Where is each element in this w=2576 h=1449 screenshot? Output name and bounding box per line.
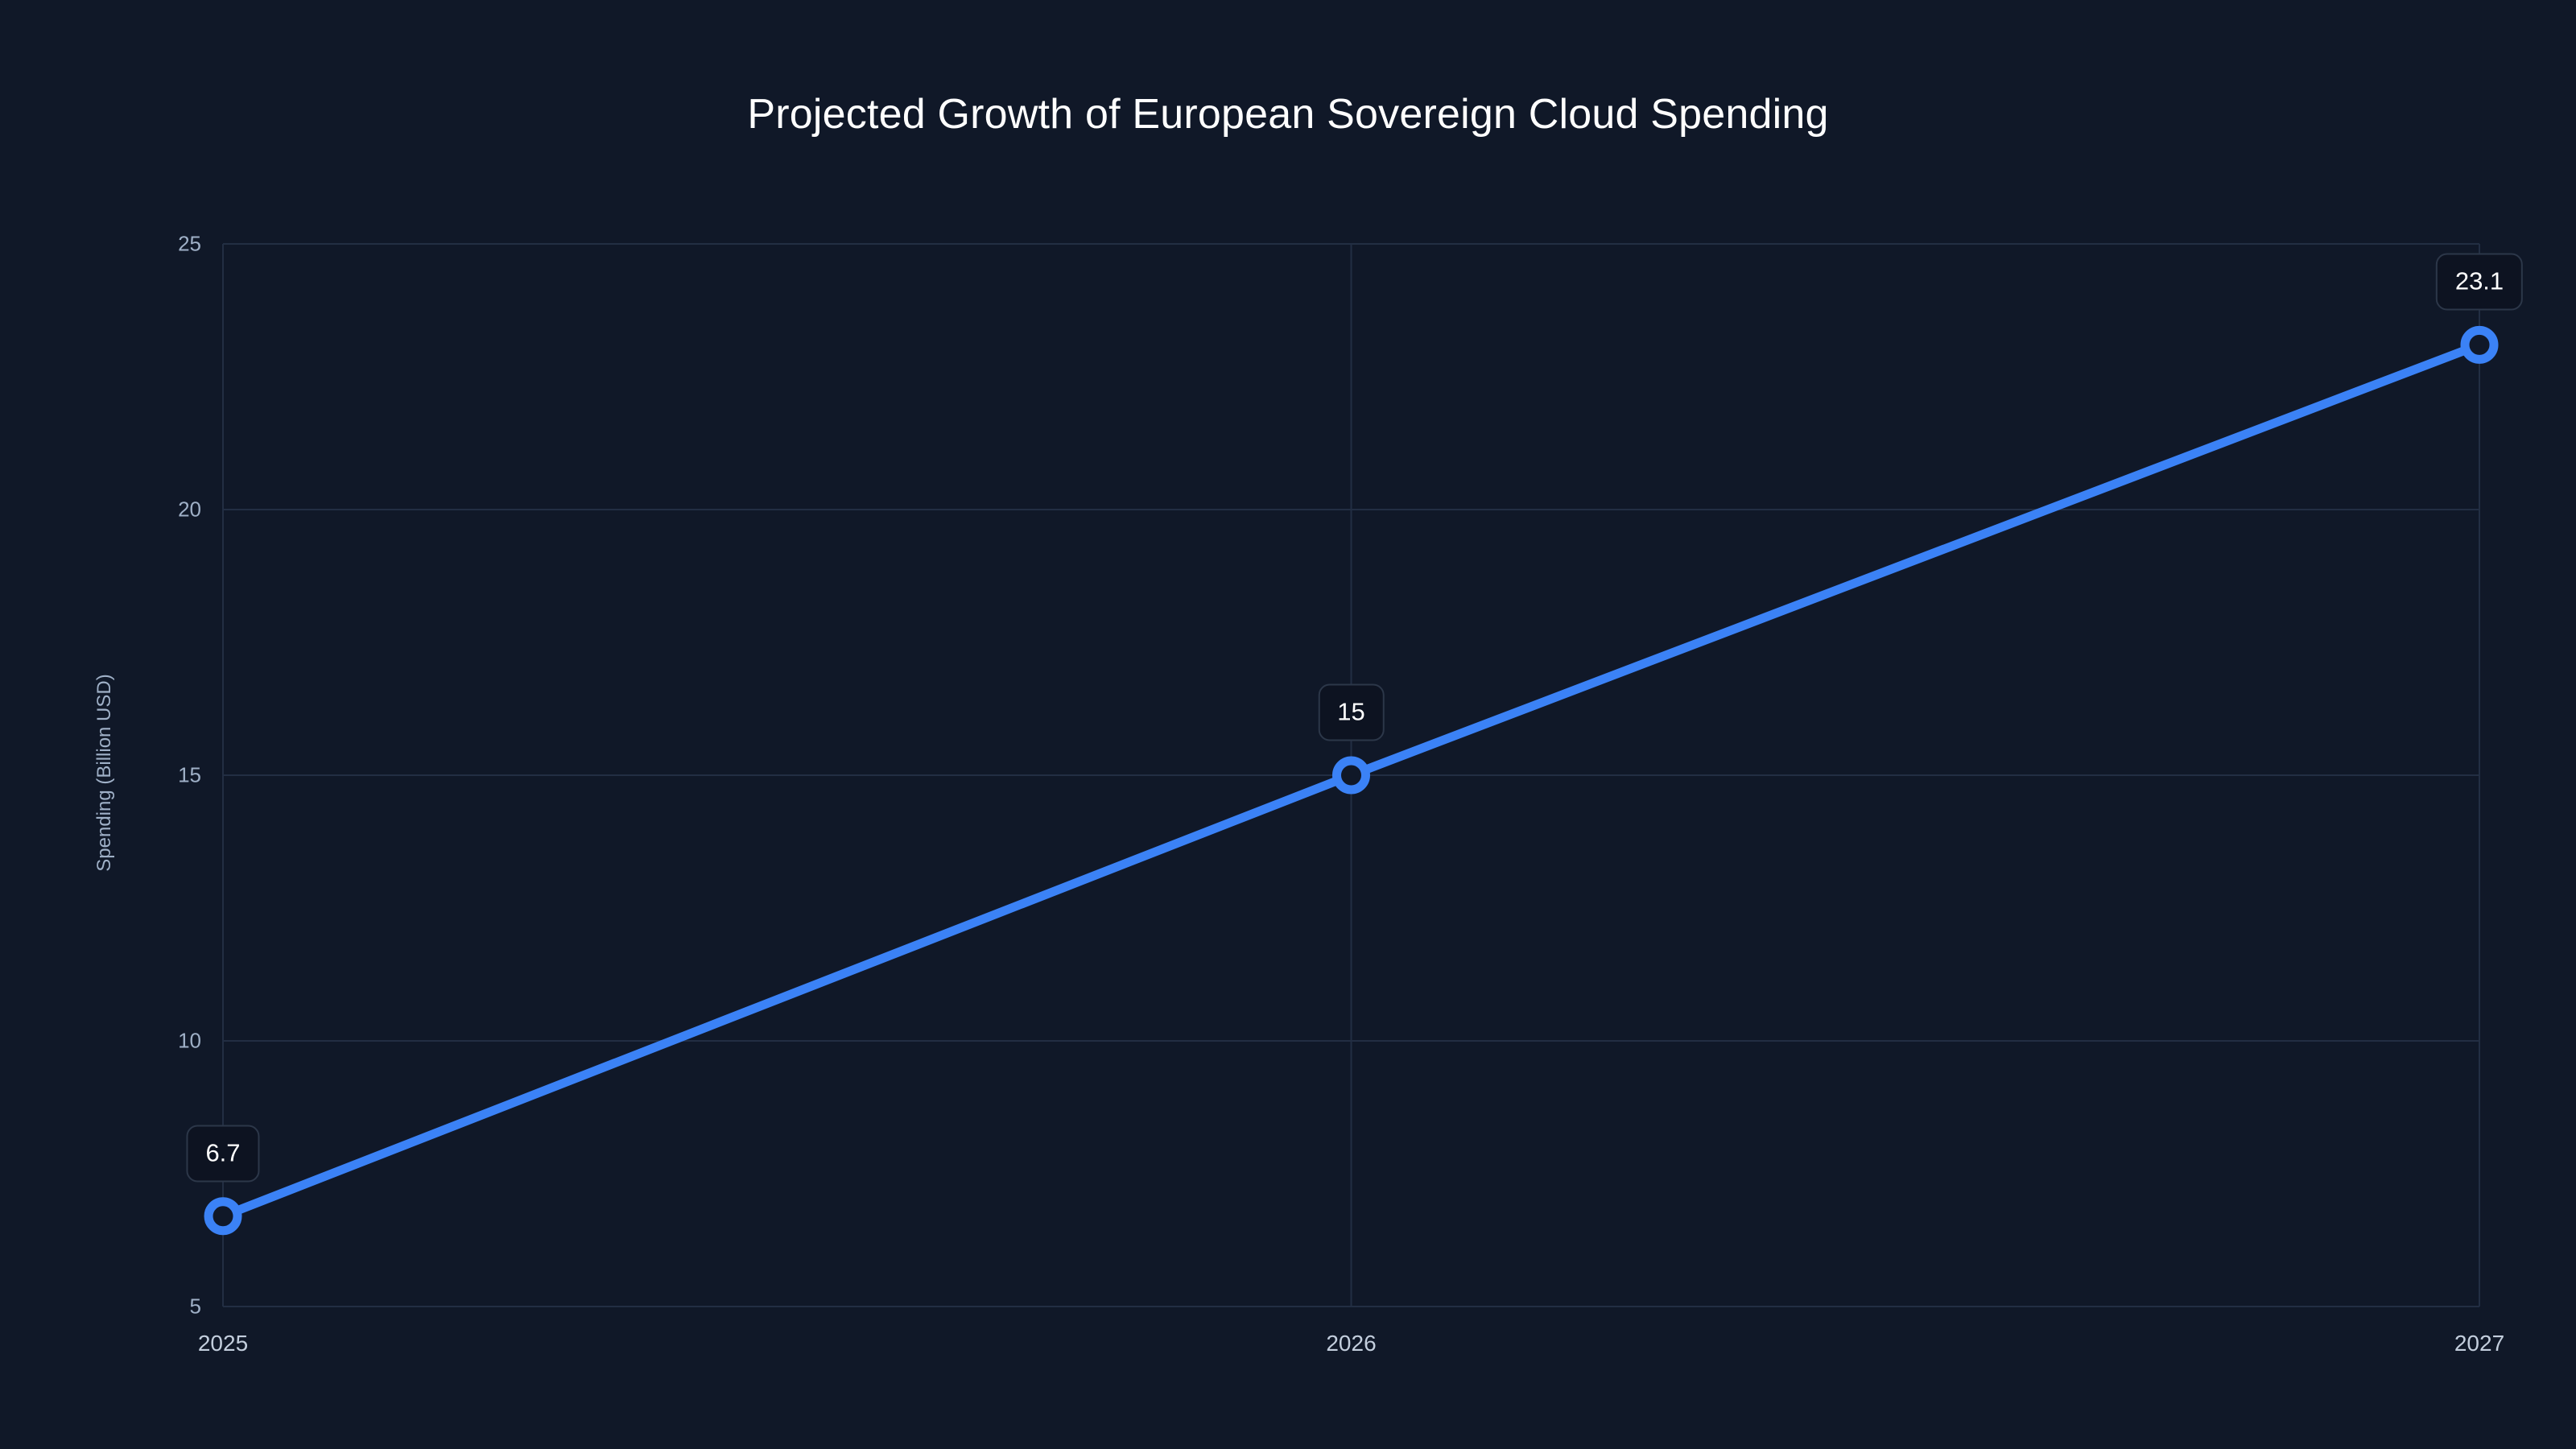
y-axis-tick-label: 25	[178, 231, 201, 256]
data-point-marker[interactable]	[1332, 756, 1370, 795]
x-axis-tick-label: 2025	[197, 1331, 249, 1356]
x-axis-tick-label: 2026	[1326, 1331, 1377, 1356]
data-point-marker[interactable]	[2460, 325, 2499, 364]
y-axis-tick-label: 20	[178, 497, 201, 522]
y-axis-tick-label: 15	[178, 762, 201, 787]
data-point-label-badge: 15	[1318, 683, 1385, 741]
y-axis-tick-label: 5	[189, 1294, 201, 1319]
data-point-label-badge: 23.1	[2435, 253, 2524, 311]
x-axis-tick-label: 2027	[2454, 1331, 2505, 1356]
data-point-label-badge: 6.7	[186, 1125, 260, 1183]
series-marker-group	[204, 325, 2499, 1236]
data-point-marker[interactable]	[204, 1197, 242, 1236]
chart-title: Projected Growth of European Sovereign C…	[747, 91, 1829, 138]
y-axis-tick-label: 10	[178, 1028, 201, 1053]
